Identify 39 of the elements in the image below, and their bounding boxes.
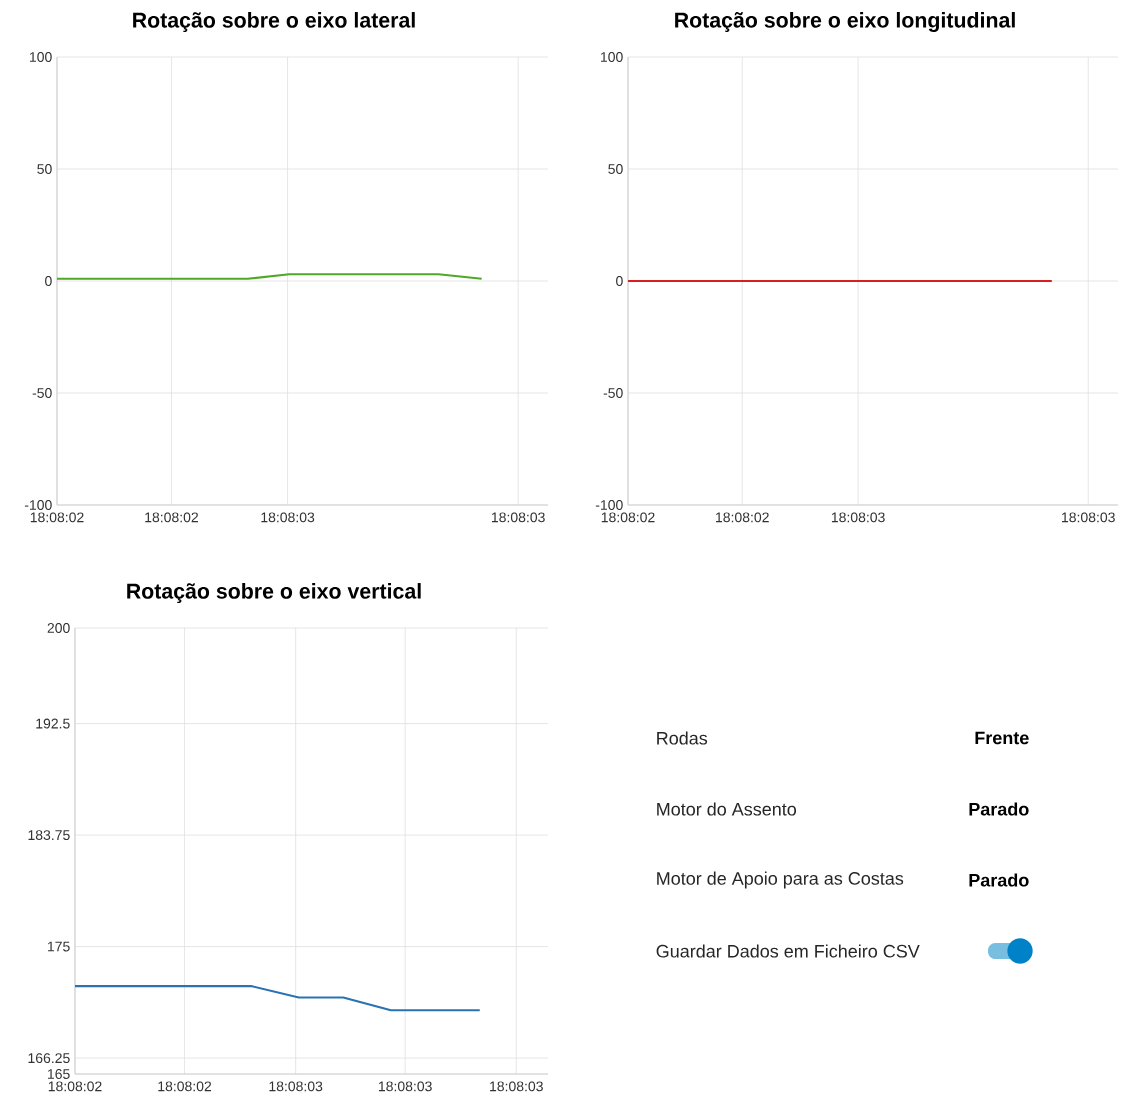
y-tick-label: -100 bbox=[595, 500, 623, 510]
y-tick-label: -50 bbox=[32, 388, 52, 398]
x-tick-label: 18:08:03 bbox=[490, 1081, 543, 1092]
x-tick-label: 18:08:02 bbox=[601, 512, 655, 523]
y-tick-label: 183.75 bbox=[28, 830, 70, 841]
y-tick-label: 50 bbox=[608, 164, 623, 174]
x-tick-label: 18:08:02 bbox=[158, 1081, 212, 1092]
y-tick-label: 100 bbox=[601, 52, 623, 62]
y-tick-label: 50 bbox=[37, 164, 52, 174]
y-tick-label: 0 bbox=[45, 276, 52, 286]
x-tick-label: 18:08:03 bbox=[491, 512, 545, 523]
y-tick-label: 166.25 bbox=[28, 1053, 70, 1064]
x-tick-label: 18:08:02 bbox=[30, 512, 84, 523]
chart-title: Rotação sobre o eixo vertical bbox=[127, 583, 421, 603]
x-tick-label: 18:08:03 bbox=[261, 512, 315, 523]
y-tick-label: 100 bbox=[30, 52, 52, 62]
text: Motor de Apoio para as Costas bbox=[657, 871, 904, 889]
y-tick-label: 192.5 bbox=[36, 718, 70, 729]
y-tick-label: 165 bbox=[48, 1069, 70, 1079]
text: Guardar Dados em Ficheiro CSV bbox=[656, 944, 920, 958]
y-tick-label: 200 bbox=[47, 623, 70, 633]
chart-title: Rotação sobre o eixo lateral bbox=[133, 12, 415, 32]
x-tick-label: 18:08:03 bbox=[1062, 512, 1115, 523]
y-tick-label: 175 bbox=[48, 941, 70, 952]
text: Frente bbox=[975, 731, 1029, 745]
x-tick-label: 18:08:02 bbox=[145, 512, 198, 523]
chart-title: Rotação sobre o eixo longitudinal bbox=[675, 12, 1015, 32]
x-tick-label: 18:08:02 bbox=[716, 512, 769, 523]
text: Parado bbox=[969, 873, 1029, 887]
x-tick-label: 18:08:02 bbox=[48, 1081, 102, 1092]
x-tick-label: 18:08:03 bbox=[269, 1081, 323, 1092]
text: Rodas bbox=[657, 731, 708, 745]
x-tick-label: 18:08:03 bbox=[378, 1081, 432, 1092]
y-tick-label: -50 bbox=[603, 388, 623, 398]
x-tick-label: 18:08:03 bbox=[831, 512, 885, 523]
y-tick-label: 0 bbox=[616, 276, 623, 286]
text: Motor do Assento bbox=[657, 802, 797, 816]
text: Parado bbox=[969, 802, 1029, 816]
y-tick-label: -100 bbox=[24, 500, 52, 510]
